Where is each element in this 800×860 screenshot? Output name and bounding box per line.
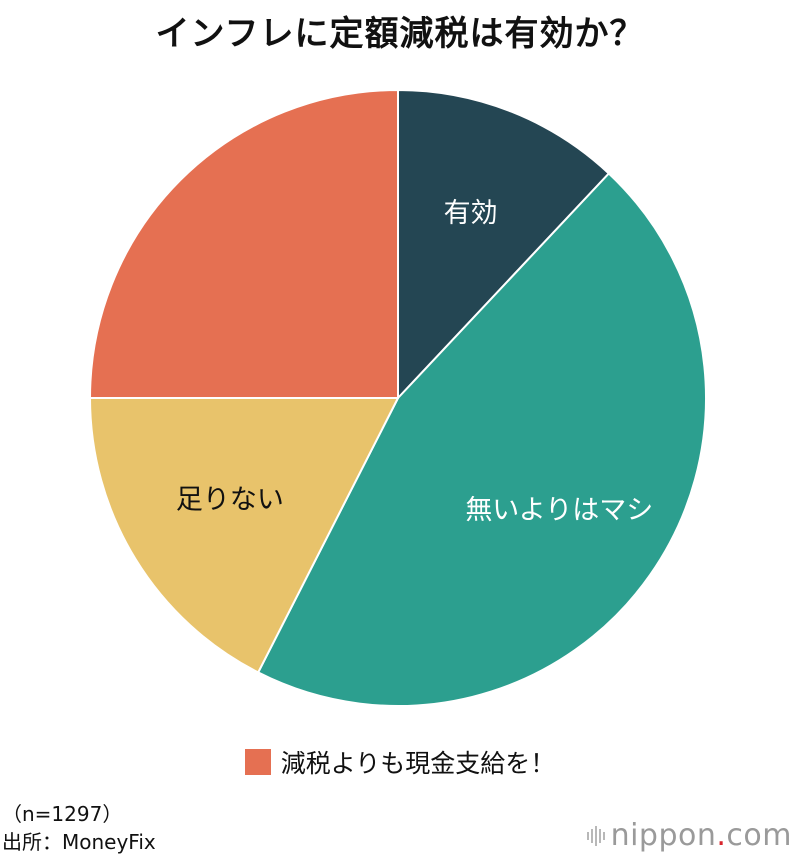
pie-slice-label-2: 足りない <box>176 484 284 515</box>
pie-slice-3 <box>88 88 399 399</box>
brand-wave-icon <box>586 825 605 847</box>
source-note: 出所：MoneyFix <box>2 830 156 854</box>
pie-slice-label-1: 無いよりはマシ <box>465 495 653 526</box>
legend-swatch <box>244 749 271 775</box>
legend: 減税よりも現金支給を！ <box>0 744 800 780</box>
sample-size-note: （n=1297） <box>2 802 123 826</box>
pie-slice-1 <box>256 172 707 707</box>
chart-title: インフレに定額減税は有効か？ <box>155 14 645 54</box>
pie-slice-0 <box>397 88 611 401</box>
brand-logo: nippon.com <box>586 818 792 853</box>
brand-name: nippon.com <box>610 818 792 853</box>
pie-slice-2 <box>88 397 400 674</box>
pie-slice-label-0: 有効 <box>444 198 498 229</box>
legend-label: 減税よりも現金支給を！ <box>280 749 556 778</box>
